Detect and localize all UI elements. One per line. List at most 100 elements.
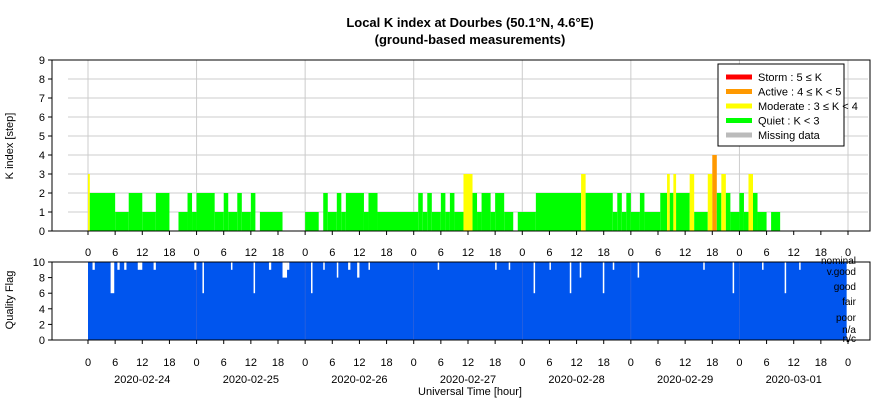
k-xtick-label: 6: [112, 247, 118, 259]
quality-dip: [533, 262, 536, 294]
q-xtick-label: 6: [546, 357, 552, 369]
quality-dip: [253, 262, 256, 294]
quality-dip: [287, 262, 290, 270]
k-bar: [241, 212, 251, 231]
q-xtick-label: 6: [655, 357, 661, 369]
k-xtick-label: 12: [570, 247, 582, 259]
k-ytick-label: 1: [39, 207, 45, 219]
k-xtick-label: 6: [221, 247, 227, 259]
k-bar: [115, 212, 129, 231]
k-bar: [363, 212, 369, 231]
k-bar: [223, 193, 229, 231]
chart-title: Local K index at Dourbes (50.1°N, 4.6°E): [346, 15, 593, 30]
k-xtick-label: 0: [519, 247, 525, 259]
k-bar: [192, 212, 197, 231]
q-xtick-label: 0: [302, 357, 308, 369]
q-xtick-label: 12: [353, 357, 365, 369]
k-xtick-label: 0: [85, 247, 91, 259]
quality-dip: [579, 262, 582, 278]
quality-dip: [323, 262, 325, 270]
quality-label: n/a: [842, 325, 856, 336]
k-xtick-label: 18: [272, 247, 284, 259]
k-bar: [187, 193, 193, 231]
k-bar: [725, 193, 731, 231]
date-label: 2020-02-24: [114, 374, 170, 386]
q-ytick-label: 10: [33, 257, 45, 269]
k-bar: [445, 212, 450, 231]
k-bar: [431, 212, 441, 231]
k-xtick-label: 12: [136, 247, 148, 259]
k-bar: [630, 212, 640, 231]
k-bar: [621, 212, 627, 231]
quality-dip: [368, 262, 370, 270]
k-bar: [495, 193, 505, 231]
q-xtick-label: 18: [489, 357, 501, 369]
quality-dip: [437, 262, 440, 270]
k-bar: [612, 212, 618, 231]
quality-dip: [495, 262, 497, 270]
k-xtick-label: 18: [380, 247, 392, 259]
date-label: 2020-03-01: [766, 374, 822, 386]
k-xtick-label: 0: [845, 247, 851, 259]
k-bar: [581, 174, 586, 231]
k-bar: [712, 155, 717, 231]
k-bar: [504, 212, 514, 231]
k-bar: [716, 193, 722, 231]
k-bar: [155, 193, 170, 231]
q-xtick-label: 18: [815, 357, 827, 369]
quality-dip: [612, 262, 615, 270]
k-bar: [449, 193, 455, 231]
k-bar: [477, 212, 482, 231]
k-bar: [743, 212, 749, 231]
quality-dip: [703, 262, 705, 270]
q-xtick-label: 12: [788, 357, 800, 369]
k-bar: [517, 212, 536, 231]
k-bar: [178, 212, 188, 231]
q-xtick-label: 0: [85, 357, 91, 369]
k-xtick-label: 18: [815, 247, 827, 259]
k-bar: [721, 174, 726, 231]
chart-subtitle: (ground-based measurements): [375, 32, 566, 47]
date-label: 2020-02-25: [223, 374, 279, 386]
q-ytick-label: 0: [39, 335, 45, 347]
k-xtick-label: 6: [655, 247, 661, 259]
quality-dip: [508, 262, 511, 270]
k-bar: [427, 193, 432, 231]
k-ytick-label: 4: [39, 150, 45, 162]
k-bar: [377, 212, 419, 231]
k-ytick-label: 2: [39, 188, 45, 200]
quality-label: fair: [842, 297, 857, 308]
k-axis-label: K index [step]: [4, 113, 16, 180]
quality-dip: [137, 262, 143, 270]
q-xtick-label: 0: [194, 357, 200, 369]
date-label: 2020-02-29: [657, 374, 713, 386]
k-bar: [694, 212, 708, 231]
k-bar: [490, 212, 496, 231]
k-xtick-label: 6: [438, 247, 444, 259]
quality-dip: [202, 262, 204, 294]
k-xtick-label: 12: [245, 247, 257, 259]
legend-entry-label: Missing data: [758, 130, 821, 142]
legend-entry-label: Moderate : 3 ≤ K < 4: [758, 101, 858, 113]
quality-dip: [549, 262, 551, 270]
q-xtick-label: 12: [136, 357, 148, 369]
k-xtick-label: 12: [462, 247, 474, 259]
quality-bar: [88, 262, 847, 340]
k-bar: [617, 193, 622, 231]
k-bar: [237, 193, 242, 231]
quality-dip: [110, 262, 115, 294]
q-xtick-label: 18: [380, 357, 392, 369]
k-xtick-label: 0: [411, 247, 417, 259]
quality-label: poor: [836, 313, 857, 324]
quality-dip: [230, 262, 233, 270]
k-bar: [89, 193, 116, 231]
k-bar: [757, 212, 767, 231]
q-xtick-label: 18: [598, 357, 610, 369]
k-xtick-label: 6: [546, 247, 552, 259]
k-bar: [214, 212, 224, 231]
k-xtick-label: 18: [489, 247, 501, 259]
q-xtick-label: 6: [329, 357, 335, 369]
q-xtick-label: 6: [438, 357, 444, 369]
quality-dip: [117, 262, 120, 270]
